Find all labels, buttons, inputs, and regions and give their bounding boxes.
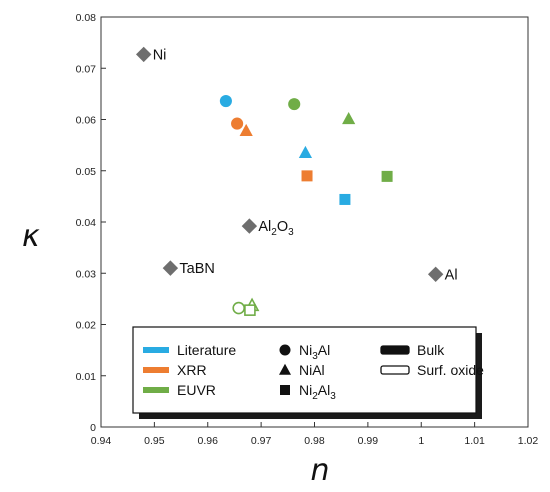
x-tick-label: 0.96 xyxy=(198,435,219,447)
legend-box xyxy=(132,326,477,414)
y-axis-title: κ xyxy=(22,219,40,254)
y-tick-label: 0.03 xyxy=(76,268,97,280)
legend: LiteratureXRREUVRNi3AlNiAlNi2Al3BulkSurf… xyxy=(132,326,484,419)
reference-point-marker xyxy=(136,46,152,63)
legend-source-label: Literature xyxy=(177,342,236,358)
label-part: Al xyxy=(318,382,330,398)
y-tick-label: 0.01 xyxy=(76,371,97,383)
legend-compound-label: Ni2Al3 xyxy=(299,382,336,402)
data-point xyxy=(219,95,232,108)
reference-point-marker xyxy=(241,218,258,234)
y-tick-label: 0.06 xyxy=(76,115,97,127)
reference-point-label: TaBN xyxy=(179,261,214,277)
subscript: 3 xyxy=(288,227,294,238)
x-tick-label: 0.95 xyxy=(144,435,165,447)
legend-compound-marker xyxy=(279,363,291,375)
y-tick-label: 0.05 xyxy=(76,166,97,178)
data-point xyxy=(298,145,313,159)
label-part: Ni xyxy=(299,342,312,358)
legend-form-label: Surf. oxide xyxy=(417,362,484,378)
label-part: Al xyxy=(318,342,330,358)
legend-compound-marker xyxy=(280,385,290,395)
data-point xyxy=(301,170,313,182)
data-point xyxy=(239,123,253,136)
x-tick-label: 0.94 xyxy=(91,435,112,447)
y-tick-label: 0.07 xyxy=(76,63,97,75)
legend-form-swatch xyxy=(380,365,410,375)
legend-source-swatch xyxy=(143,387,169,393)
x-tick-label: 0.99 xyxy=(358,435,379,447)
reference-point-label: Al2O3 xyxy=(258,219,294,238)
legend-source-swatch xyxy=(143,367,169,373)
label-part: Al xyxy=(258,219,271,235)
subscript: 3 xyxy=(312,351,318,362)
data-point xyxy=(342,112,356,125)
x-tick-label: 1.02 xyxy=(518,435,539,447)
data-point xyxy=(339,193,351,205)
x-tick-label: 0.97 xyxy=(251,435,272,447)
legend-compound-label: Ni3Al xyxy=(299,342,330,362)
y-tick-label: 0.04 xyxy=(76,217,97,229)
axes: 0.94 0.95 0.96 0.97 0.98 0.99 1 1.01 1.02 0 0.01 0.… xyxy=(76,12,539,447)
label-part: Ni xyxy=(299,382,312,398)
x-tick-label: 0.98 xyxy=(304,435,325,447)
y-tick-label: 0 xyxy=(90,422,96,434)
reference-point-marker xyxy=(162,260,179,276)
x-axis-title: n xyxy=(310,453,329,488)
x-tick-label: 1.01 xyxy=(464,435,485,447)
label-part: NiAl xyxy=(299,362,325,378)
legend-compound-label: NiAl xyxy=(299,362,325,378)
subscript: 2 xyxy=(271,227,277,238)
data-point xyxy=(231,117,244,130)
data-point xyxy=(381,170,393,182)
subscript: 2 xyxy=(312,391,318,402)
legend-form-swatch xyxy=(380,345,410,355)
data-point xyxy=(232,301,246,315)
y-tick-label: 0.08 xyxy=(76,12,97,24)
legend-source-swatch xyxy=(143,347,169,353)
reference-point-label: Ni xyxy=(153,47,167,63)
data-point xyxy=(244,304,256,316)
y-tick-label: 0.02 xyxy=(76,320,97,332)
reference-point-marker xyxy=(427,266,444,282)
label-part: O xyxy=(277,219,288,235)
data-point xyxy=(288,98,301,111)
subscript: 3 xyxy=(330,391,336,402)
legend-source-label: EUVR xyxy=(177,382,216,398)
legend-compound-marker xyxy=(279,344,291,356)
legend-form-label: Bulk xyxy=(417,342,445,358)
reference-point-label: Al xyxy=(445,267,458,283)
legend-source-label: XRR xyxy=(177,362,207,378)
x-tick-label: 1 xyxy=(418,435,424,447)
